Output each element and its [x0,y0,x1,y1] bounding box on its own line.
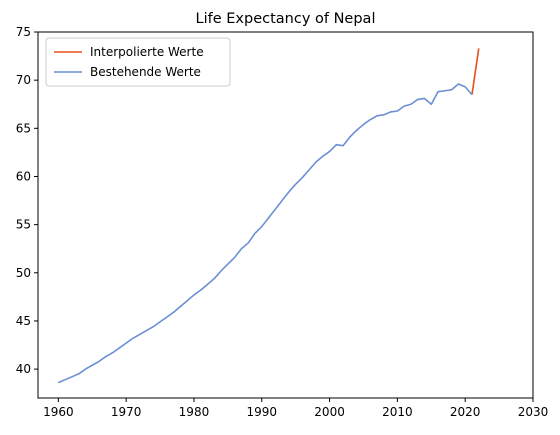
y-tick-label: 65 [16,121,31,135]
legend-label-1: Bestehende Werte [90,65,201,79]
y-tick-label: 70 [16,73,31,87]
plot-area [37,31,534,399]
x-axis: 1960 1970 1980 1990 2000 2010 2020 2030 [43,398,548,419]
x-tick-label: 2020 [450,405,481,419]
y-tick-label: 45 [16,314,31,328]
y-tick-label: 50 [16,266,31,280]
x-tick-label: 2000 [314,405,345,419]
plot-frame [37,31,534,399]
x-tick-label: 1990 [246,405,277,419]
legend-frame [45,37,231,87]
x-tick-label: 2030 [518,405,549,419]
x-tick-label: 1960 [43,405,74,419]
legend: Interpolierte Werte Bestehende Werte [45,37,231,87]
chart-title: Life Expectancy of Nepal [196,11,376,27]
series-layer [58,48,480,384]
series-line-0 [471,48,480,95]
legend-label-0: Interpolierte Werte [90,45,204,59]
x-tick-label: 1980 [179,405,210,419]
y-tick-label: 60 [16,169,31,183]
y-axis: 40 45 50 55 60 65 70 75 [16,25,38,376]
y-tick-label: 55 [16,218,31,232]
y-tick-label: 40 [16,362,31,376]
series-line-1 [58,83,473,384]
x-tick-label: 2010 [382,405,413,419]
x-tick-label: 1970 [111,405,142,419]
y-tick-label: 75 [16,25,31,39]
